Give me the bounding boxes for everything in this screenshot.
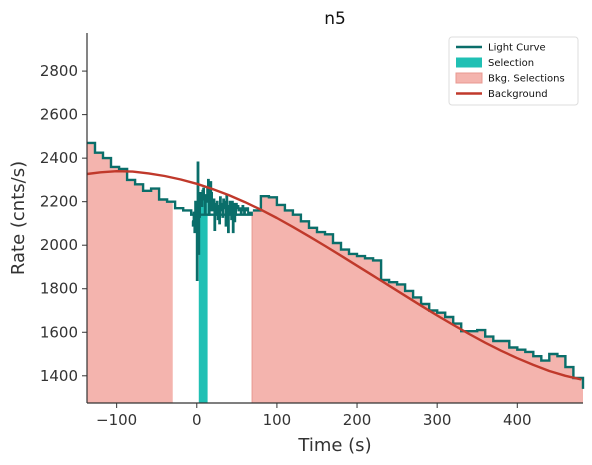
light-curve-post (252, 195, 585, 389)
x-tick-label: 300 (423, 411, 452, 429)
x-ticks: −100 0 100 200 300 400 (96, 403, 532, 429)
background-curve (86, 170, 582, 381)
y-tick-label: 2800 (40, 62, 78, 80)
y-tick-label: 2600 (40, 106, 78, 124)
chart-title: n5 (324, 9, 346, 29)
light-curve-fine (191, 161, 253, 281)
y-tick-label: 1400 (40, 367, 78, 385)
x-tick-label: 100 (263, 411, 292, 429)
bkg-selection-areas (86, 142, 584, 404)
x-tick-label: 0 (192, 411, 202, 429)
selection-fill (198, 195, 208, 403)
legend: Light Curve Selection Bkg. Selections Backg… (448, 36, 579, 106)
y-axis-title: Rate (cnts/s) (8, 161, 29, 275)
light-curve-series (87, 141, 585, 389)
y-tick-label: 1600 (40, 323, 78, 341)
legend-label-1: Selection (488, 58, 534, 69)
legend-label-0: Light Curve (488, 43, 546, 54)
y-ticks: 1400 1600 1800 2000 2200 2400 2600 2800 (40, 62, 87, 385)
legend-label-3: Background (488, 89, 548, 100)
bkg-selection-area-1 (252, 196, 584, 403)
bkg-selection-area-0 (87, 142, 173, 404)
y-tick-label: 2000 (40, 236, 78, 254)
legend-swatch-2 (455, 72, 483, 84)
legend-frame (448, 36, 579, 106)
y-tick-label: 1800 (40, 280, 78, 298)
legend-label-2: Bkg. Selections (488, 74, 565, 85)
y-tick-label: 2200 (40, 193, 78, 211)
legend-swatch-1 (456, 57, 482, 68)
selection-area (198, 195, 208, 403)
light-curve-pre (87, 141, 253, 216)
y-tick-label: 2400 (40, 149, 78, 167)
x-axis-title: Time (s) (297, 435, 371, 456)
background-series (86, 170, 582, 381)
x-tick-label: 400 (503, 411, 532, 429)
x-tick-label: 200 (343, 411, 372, 429)
x-tick-label: −100 (96, 411, 137, 429)
